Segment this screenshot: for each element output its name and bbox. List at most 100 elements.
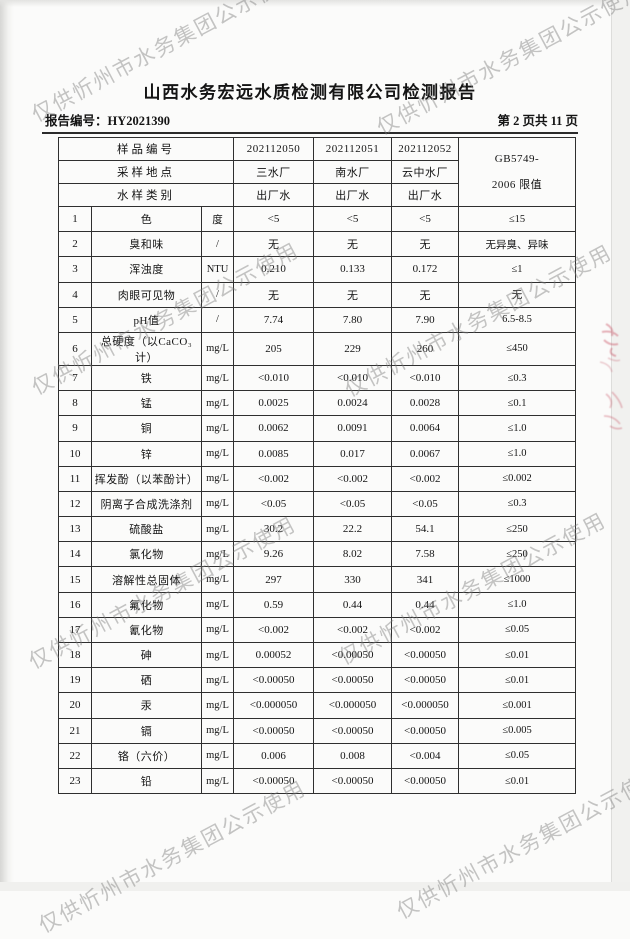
parameter-name: 硒 bbox=[91, 667, 202, 694]
sample2-value: <0.00050 bbox=[313, 717, 393, 744]
parameter-name: 臭和味 bbox=[91, 231, 202, 258]
parameter-unit: 度 bbox=[200, 205, 235, 233]
table-row: 22 铬（六价） mg/L 0.006 0.008 <0.004 ≤0.05 bbox=[58, 742, 577, 769]
parameter-name: 镉 bbox=[91, 717, 202, 744]
limit-value: ≤0.3 bbox=[458, 364, 577, 392]
scan-edge-top bbox=[0, 0, 630, 7]
parameter-unit: mg/L bbox=[200, 490, 235, 518]
row-number: 11 bbox=[58, 465, 92, 492]
row-number: 21 bbox=[58, 717, 92, 744]
limit-standard-line1: GB5749- bbox=[494, 152, 540, 165]
parameter-name: 色 bbox=[91, 205, 202, 233]
table-row: 13 硫酸盐 mg/L 30.2 22.2 54.1 ≤250 bbox=[58, 516, 577, 543]
parameter-unit: mg/L bbox=[200, 415, 235, 442]
row-number: 13 bbox=[58, 516, 92, 543]
sample2-category: 出厂水 bbox=[313, 183, 393, 207]
sample3-value: 341 bbox=[391, 566, 460, 593]
location-label: 采样地点 bbox=[57, 160, 235, 184]
table-row: 10 锌 mg/L 0.0085 0.017 0.0067 ≤1.0 bbox=[58, 440, 577, 467]
report-number: 报告编号：HY2021390 bbox=[45, 114, 171, 128]
limit-value: ≤450 bbox=[458, 331, 577, 366]
parameter-name: 浑浊度 bbox=[91, 256, 202, 283]
sample1-id: 202112050 bbox=[233, 137, 315, 161]
header-row-location: 采样地点 三水厂 南水厂 云中水厂 bbox=[57, 160, 576, 184]
sample1-value: 无 bbox=[233, 281, 315, 308]
limit-value: ≤15 bbox=[458, 205, 577, 233]
table-row: 12 阴离子合成洗涤剂 mg/L <0.05 <0.05 <0.05 ≤0.3 bbox=[58, 490, 577, 518]
row-number: 4 bbox=[58, 281, 92, 308]
row-number: 17 bbox=[58, 616, 92, 644]
limit-value: ≤250 bbox=[458, 541, 577, 568]
limit-value: ≤0.05 bbox=[458, 742, 577, 769]
parameter-unit: mg/L bbox=[200, 364, 235, 392]
sample3-value: <0.00050 bbox=[391, 717, 460, 744]
sample1-value: 0.0085 bbox=[233, 440, 315, 467]
limit-value: ≤250 bbox=[458, 516, 577, 543]
table-row: 15 溶解性总固体 mg/L 297 330 341 ≤1000 bbox=[58, 566, 577, 593]
row-number: 2 bbox=[58, 231, 92, 258]
sample2-value: 无 bbox=[313, 231, 393, 258]
limit-value: ≤0.005 bbox=[458, 717, 577, 744]
sample3-value: <0.002 bbox=[391, 616, 460, 644]
row-number: 19 bbox=[58, 667, 92, 694]
limit-value: ≤0.001 bbox=[458, 692, 577, 719]
sample-id-label: 样品编号 bbox=[57, 137, 235, 161]
parameter-name: 锌 bbox=[91, 440, 202, 467]
sample1-value: <0.00050 bbox=[233, 667, 315, 694]
sample3-location: 云中水厂 bbox=[391, 160, 460, 184]
sample3-value: <0.002 bbox=[391, 465, 460, 492]
row-number: 20 bbox=[58, 692, 92, 719]
sample3-value: 7.90 bbox=[391, 306, 460, 333]
table-row: 11 挥发酚（以苯酚计） mg/L <0.002 <0.002 <0.002 ≤… bbox=[58, 465, 577, 492]
sample3-value: 0.0064 bbox=[391, 415, 460, 442]
sample2-value: 22.2 bbox=[313, 516, 393, 543]
sample2-value: <0.00050 bbox=[313, 667, 393, 694]
limit-value: ≤0.1 bbox=[458, 390, 577, 417]
sample3-value: 0.44 bbox=[391, 591, 460, 618]
sample2-value: 0.44 bbox=[313, 591, 393, 618]
sample3-value: <0.004 bbox=[391, 742, 460, 769]
table-row: 23 铅 mg/L <0.00050 <0.00050 <0.00050 ≤0.… bbox=[58, 767, 577, 795]
sample1-value: 30.2 bbox=[233, 516, 315, 543]
table-row: 20 汞 mg/L <0.000050 <0.000050 <0.000050 … bbox=[58, 692, 577, 719]
table-row: 14 氯化物 mg/L 9.26 8.02 7.58 ≤250 bbox=[58, 541, 577, 568]
parameter-unit: mg/L bbox=[200, 616, 235, 644]
limit-value: ≤0.3 bbox=[458, 490, 577, 518]
report-meta-bar: 报告编号：HY2021390 第 2 页共 11 页 bbox=[42, 110, 578, 134]
limit-value: ≤1000 bbox=[458, 566, 577, 593]
sample1-value: 0.006 bbox=[233, 742, 315, 769]
parameter-name: 铬（六价） bbox=[91, 742, 202, 769]
limit-value: 6.5-8.5 bbox=[458, 306, 577, 333]
parameter-name: 氯化物 bbox=[91, 541, 202, 568]
sample1-value: <0.010 bbox=[233, 364, 315, 392]
sample1-value: 9.26 bbox=[233, 541, 315, 568]
sample2-value: <0.002 bbox=[313, 616, 393, 644]
header-row-sample-id: 样品编号 202112050 202112051 202112052 GB574… bbox=[57, 137, 577, 207]
sample2-value: 229 bbox=[313, 331, 393, 366]
parameter-unit: NTU bbox=[200, 256, 235, 283]
row-number: 10 bbox=[58, 440, 92, 467]
sample2-value: 8.02 bbox=[313, 541, 393, 568]
sample3-value: 0.0028 bbox=[391, 390, 460, 417]
limit-standard-line2: 2006 限值 bbox=[491, 179, 543, 191]
table-row: 19 硒 mg/L <0.00050 <0.00050 <0.00050 ≤0.… bbox=[58, 667, 577, 694]
sample2-value: 7.80 bbox=[313, 306, 393, 333]
sample1-value: <5 bbox=[233, 205, 315, 233]
sample3-id: 202112052 bbox=[391, 137, 460, 161]
sample1-value: 0.59 bbox=[233, 591, 315, 618]
sample1-value: 7.74 bbox=[233, 306, 315, 333]
row-number: 14 bbox=[58, 541, 92, 568]
sample2-value: <0.010 bbox=[313, 364, 393, 392]
sample2-value: <5 bbox=[313, 205, 393, 233]
parameter-name: 肉眼可见物 bbox=[91, 281, 202, 308]
sample2-value: 330 bbox=[313, 566, 393, 593]
parameter-name: 挥发酚（以苯酚计） bbox=[91, 465, 202, 492]
sample1-category: 出厂水 bbox=[233, 183, 315, 207]
sample1-value: <0.00050 bbox=[233, 717, 315, 744]
sample2-value: 0.008 bbox=[313, 742, 393, 769]
scan-edge-left bbox=[0, 0, 14, 891]
scan-edge-bottom bbox=[0, 882, 630, 891]
parameter-name: 铁 bbox=[91, 364, 202, 392]
sample1-value: 205 bbox=[233, 331, 315, 366]
sample3-value: <5 bbox=[391, 205, 460, 233]
